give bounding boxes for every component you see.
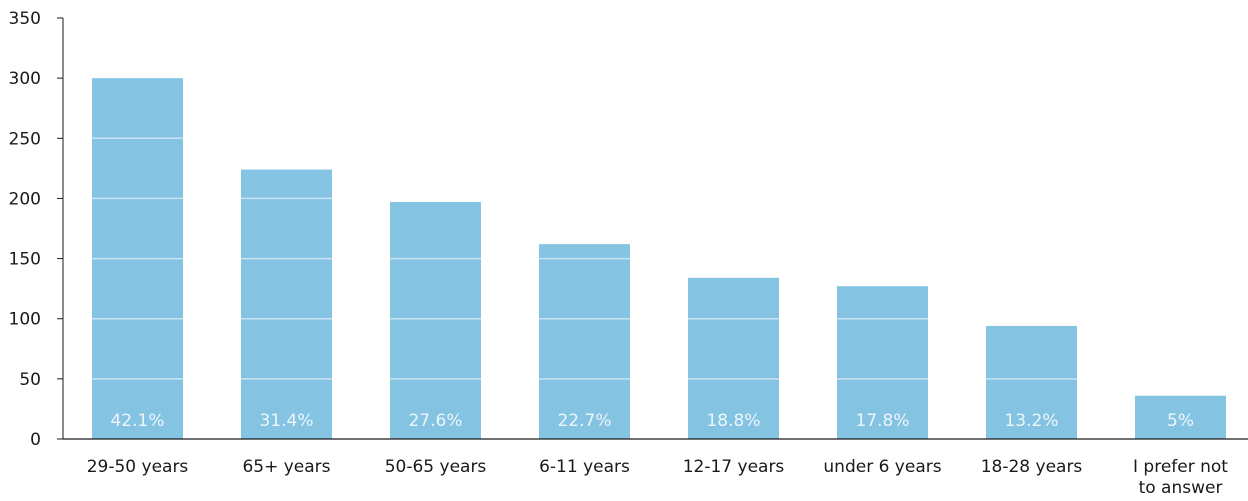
bar xyxy=(688,277,779,439)
bar-data-label: 27.6% xyxy=(408,411,462,431)
bar-data-label: 13.2% xyxy=(1004,411,1058,431)
bar xyxy=(1135,395,1226,439)
x-axis: 29-50 years 65+ years 50-65 years 6-11 year… xyxy=(63,438,1248,498)
bar xyxy=(539,244,630,439)
x-category-label: 6-11 years xyxy=(539,457,630,477)
y-tick-label: 150 xyxy=(9,250,41,270)
y-axis: 0 50 100 150 200 250 300 350 xyxy=(9,9,64,450)
y-tick-label: 250 xyxy=(9,129,41,149)
x-category-label: 12-17 years xyxy=(683,457,785,477)
bar xyxy=(837,286,928,439)
x-category-label: 29-50 years xyxy=(87,457,189,477)
x-category-label: 50-65 years xyxy=(385,457,487,477)
bar-data-label: 5% xyxy=(1167,411,1194,431)
bars: 42.1% 31.4% 27.6% 22.7% 18.8% 17.8% 13.2% 5% xyxy=(92,78,1226,440)
y-tick-label: 200 xyxy=(9,189,41,209)
bar-data-label: 22.7% xyxy=(557,411,611,431)
bar-data-label: 31.4% xyxy=(259,411,313,431)
y-tick-label: 350 xyxy=(9,9,41,29)
x-category-label: I prefer not to answer xyxy=(1133,457,1228,498)
bar-data-label: 18.8% xyxy=(706,411,760,431)
y-tick-label: 300 xyxy=(9,69,41,89)
y-tick-label: 100 xyxy=(9,310,41,330)
bar xyxy=(241,169,332,439)
y-tick-label: 50 xyxy=(19,370,41,390)
bar-data-label: 42.1% xyxy=(110,411,164,431)
y-tick-label: 0 xyxy=(30,430,41,450)
bar-data-label: 17.8% xyxy=(855,411,909,431)
bar xyxy=(390,202,481,439)
x-category-label: 65+ years xyxy=(242,457,330,477)
x-category-label: 18-28 years xyxy=(981,457,1083,477)
bar xyxy=(986,325,1077,439)
x-category-label: under 6 years xyxy=(823,457,941,477)
